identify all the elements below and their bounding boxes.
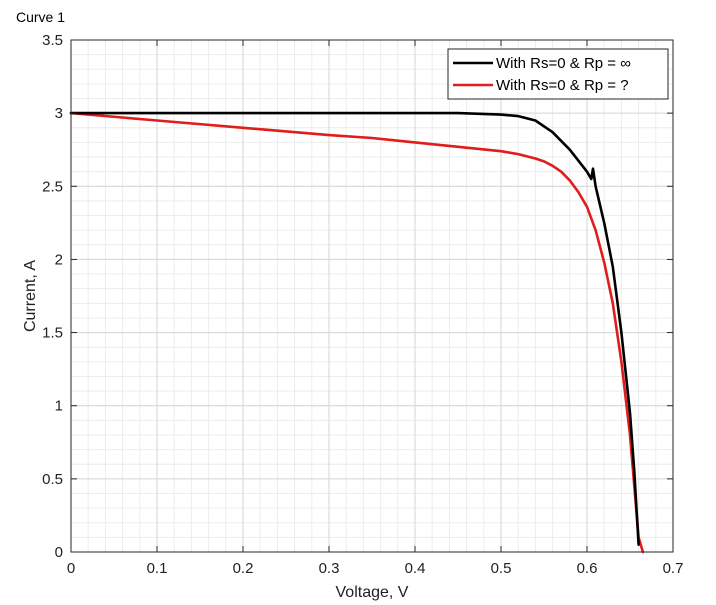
series-line-2 (69, 111, 645, 554)
y-tick-label: 0.5 (42, 471, 63, 488)
axis-ticks: 0 0.1 0.2 0.3 0.4 0.5 0.6 0.7 0 0.5 1 1.5 2 2.5 3 3.5 (42, 32, 683, 577)
y-tick-label: 1 (55, 398, 63, 415)
legend-entry-label: With Rs=0 & Rp = ? (496, 77, 629, 94)
legend-entry-label: With Rs=0 & Rp = ∞ (496, 55, 631, 72)
y-tick-label: 3.5 (42, 32, 63, 49)
y-tick-label: 2 (55, 251, 63, 268)
series-line-1 (69, 111, 640, 547)
x-tick-label: 0.6 (577, 560, 598, 577)
x-tick-label: 0 (67, 560, 75, 577)
series-layer (69, 111, 645, 554)
x-tick-label: 0.7 (663, 560, 684, 577)
plot-frame (70, 39, 674, 553)
major-grid (70, 39, 674, 553)
x-tick-label: 0.5 (491, 560, 512, 577)
x-tick-label: 0.1 (147, 560, 168, 577)
y-tick-label: 1.5 (42, 325, 63, 342)
legend-box (447, 48, 669, 100)
y-tick-label: 0 (55, 544, 63, 561)
y-axis-label: Current, A (22, 260, 39, 332)
x-tick-label: 0.3 (319, 560, 340, 577)
legend: With Rs=0 & Rp = ∞ With Rs=0 & Rp = ? (447, 48, 669, 100)
x-tick-label: 0.4 (405, 560, 426, 577)
x-axis-label: Voltage, V (336, 584, 409, 601)
y-tick-label: 2.5 (42, 178, 63, 195)
minor-grid (71, 40, 673, 552)
y-tick-label: 3 (55, 105, 63, 122)
page-title: Curve 1 (16, 9, 66, 25)
x-tick-label: 0.2 (233, 560, 254, 577)
